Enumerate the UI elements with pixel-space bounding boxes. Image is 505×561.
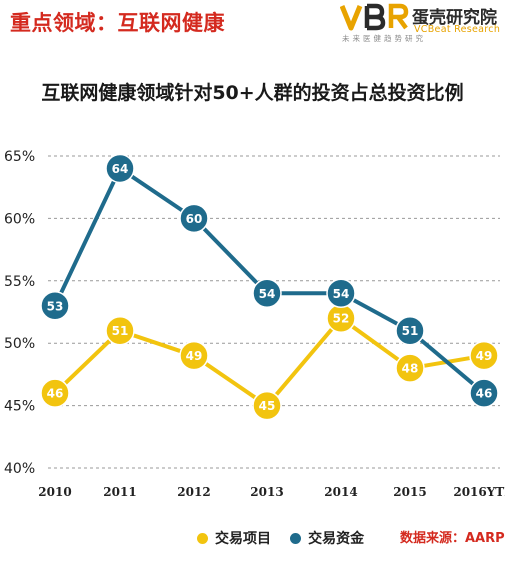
logo-tagline: 未来医健趋势研究 <box>342 34 426 43</box>
y-tick-label: 45% <box>4 399 35 415</box>
x-tick-label: 2011 <box>103 485 136 499</box>
logo-name: 蛋壳研究院 <box>412 8 497 28</box>
y-tick-label: 65% <box>4 149 35 165</box>
data-label-funding: 54 <box>333 287 350 301</box>
y-tick-label: 50% <box>4 336 35 352</box>
data-label-funding: 64 <box>112 162 129 176</box>
data-source: 数据来源：AARP <box>400 531 505 546</box>
data-point-funding <box>469 378 499 408</box>
data-label-funding: 60 <box>186 212 203 226</box>
data-label-funding: 54 <box>259 287 276 301</box>
data-point-deals <box>105 315 135 346</box>
logo-english-name: VCBeat Research <box>414 24 501 35</box>
data-point-deals <box>179 340 209 371</box>
header: 重点领域：互联网健康 蛋壳研究院 VCBeat Research 未来医健趋势研… <box>0 0 505 44</box>
data-label-deals: 49 <box>186 349 203 363</box>
x-tick-label: 2015 <box>393 485 426 499</box>
y-tick-label: 55% <box>4 274 35 290</box>
data-point-funding <box>179 203 209 234</box>
legend: 交易项目 交易资金 <box>197 527 378 547</box>
x-tick-label: 2016YTD <box>453 485 505 499</box>
data-point-funding <box>105 153 135 184</box>
data-label-deals: 46 <box>47 387 64 401</box>
data-label-funding: 51 <box>402 324 419 338</box>
data-label-funding: 53 <box>47 299 64 313</box>
legend-item-funding: 交易资金 <box>290 528 364 548</box>
data-point-deals <box>40 378 70 408</box>
data-label-deals: 49 <box>476 349 493 363</box>
data-label-deals: 52 <box>333 312 350 326</box>
legend-label-funding: 交易资金 <box>308 530 365 547</box>
x-tick-label: 2012 <box>177 485 210 499</box>
data-point-deals <box>469 340 499 371</box>
data-point-funding <box>326 278 356 309</box>
data-label-deals: 51 <box>112 324 129 338</box>
y-tick-label: 40% <box>4 461 35 477</box>
x-tick-label: 2014 <box>324 485 357 499</box>
data-point-funding <box>40 291 70 321</box>
legend-swatch-deals <box>197 532 208 544</box>
vbr-logo-icon <box>340 3 409 31</box>
x-tick-label: 2013 <box>250 485 283 499</box>
data-label-deals: 48 <box>402 362 419 376</box>
x-tick-label: 2010 <box>38 485 71 499</box>
legend-label-deals: 交易项目 <box>215 530 271 547</box>
vcbeat-logo: 蛋壳研究院 VCBeat Research 未来医健趋势研究 <box>340 2 505 44</box>
y-tick-label: 60% <box>4 211 35 227</box>
page-title: 重点领域：互联网健康 <box>10 11 225 35</box>
chart-title: 互联网健康领域针对50+人群的投资占总投资比例 <box>41 82 464 104</box>
data-point-funding <box>395 315 425 346</box>
legend-item-deals: 交易项目 <box>197 528 271 548</box>
data-point-funding <box>252 278 282 309</box>
data-point-deals <box>252 390 282 421</box>
data-label-funding: 46 <box>476 387 493 401</box>
legend-swatch-funding <box>290 532 302 544</box>
data-label-deals: 45 <box>259 399 276 413</box>
data-point-deals <box>395 353 425 383</box>
